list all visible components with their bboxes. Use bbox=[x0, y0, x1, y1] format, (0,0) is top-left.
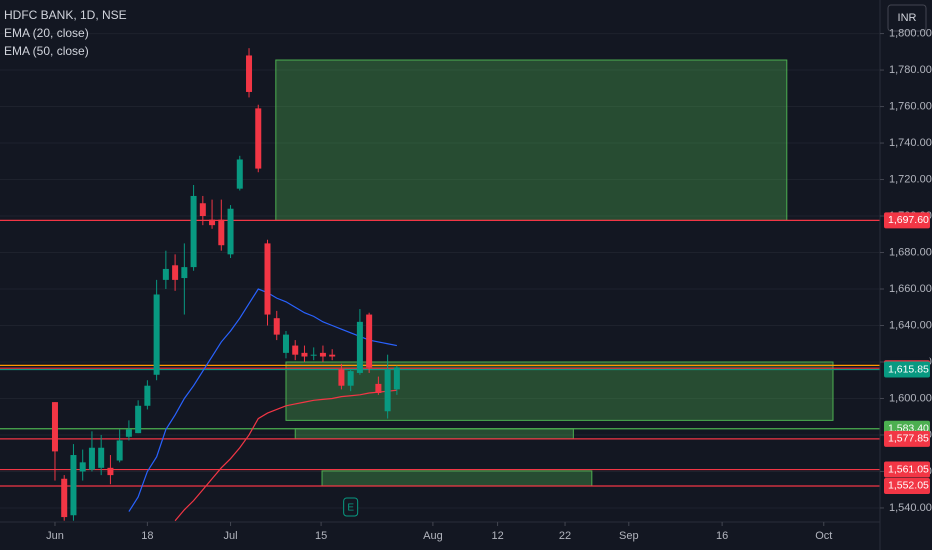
x-tick-label: 15 bbox=[315, 530, 327, 542]
x-tick-label: Jul bbox=[224, 530, 238, 542]
level-label-bg bbox=[884, 430, 930, 447]
event-marker bbox=[343, 497, 359, 517]
candle-body bbox=[246, 55, 253, 92]
y-tick-label: 1,640.00 bbox=[889, 319, 932, 331]
candle-body bbox=[107, 467, 114, 476]
x-tick-label: 12 bbox=[491, 530, 503, 542]
level-label: 1,552.05 bbox=[888, 480, 929, 492]
y-tick-label: 1,720.00 bbox=[889, 173, 932, 185]
candle-body bbox=[144, 385, 151, 406]
legend-entry: EMA (50, close) bbox=[4, 44, 89, 58]
candle-body bbox=[88, 447, 95, 470]
candle-body bbox=[153, 294, 160, 375]
candle-body bbox=[227, 208, 234, 255]
candle-body bbox=[116, 440, 123, 461]
candle-body bbox=[384, 369, 391, 412]
chart-title: HDFC BANK, 1D, NSE bbox=[4, 8, 127, 22]
zone bbox=[285, 361, 834, 421]
currency-button[interactable] bbox=[887, 4, 927, 32]
candle-body bbox=[190, 195, 197, 268]
y-tick-label: 1,800.00 bbox=[889, 27, 932, 39]
candle-body bbox=[218, 219, 225, 246]
level-label: 1,577.85 bbox=[888, 433, 929, 445]
level-label: 1,561.05 bbox=[888, 463, 929, 475]
candle-body bbox=[79, 462, 86, 472]
x-tick-label: Aug bbox=[423, 530, 443, 542]
x-tick-label: Jun bbox=[46, 530, 64, 542]
candle-body bbox=[347, 371, 354, 386]
candle-body bbox=[273, 318, 280, 335]
y-tick-label: 1,600.00 bbox=[889, 392, 932, 404]
candle-body bbox=[181, 267, 188, 279]
candle-body bbox=[329, 354, 336, 357]
candle-body bbox=[236, 159, 243, 189]
x-tick-label: 18 bbox=[141, 530, 153, 542]
candle-body bbox=[393, 367, 400, 390]
zone bbox=[294, 428, 574, 440]
level-label-bg bbox=[884, 212, 930, 229]
candle-body bbox=[356, 321, 363, 373]
candle-body bbox=[51, 402, 58, 452]
candle-body bbox=[292, 345, 299, 355]
x-tick-label: Oct bbox=[815, 530, 832, 542]
candle-body bbox=[61, 478, 68, 518]
candle-body bbox=[255, 108, 262, 169]
level-label-bg bbox=[884, 477, 930, 494]
legend-entry: EMA (20, close) bbox=[4, 26, 89, 40]
candle-body bbox=[301, 352, 308, 357]
level-label: 1,615.85 bbox=[888, 363, 929, 375]
level-label-bg bbox=[884, 461, 930, 478]
level-label-bg bbox=[884, 361, 930, 378]
candle-body bbox=[282, 334, 289, 353]
zone bbox=[321, 470, 593, 487]
candle-body bbox=[98, 447, 105, 468]
y-tick-label: 1,740.00 bbox=[889, 137, 932, 149]
plot-area: E bbox=[0, 33, 880, 522]
zone bbox=[275, 59, 788, 221]
y-tick-label: 1,780.00 bbox=[889, 64, 932, 76]
level-label: 1,697.60 bbox=[888, 214, 929, 226]
candle-body bbox=[338, 369, 345, 386]
candle-body bbox=[209, 219, 216, 226]
candle-body bbox=[310, 354, 317, 356]
candle-body bbox=[135, 405, 142, 434]
candle-body bbox=[366, 314, 373, 368]
y-tick-label: 1,540.00 bbox=[889, 502, 932, 514]
x-tick-label: Sep bbox=[619, 530, 639, 542]
event-marker-label: E bbox=[347, 503, 354, 514]
candle-body bbox=[375, 383, 382, 394]
ema-line bbox=[128, 288, 397, 512]
candle-body bbox=[125, 429, 132, 437]
candle-body bbox=[70, 455, 77, 516]
y-tick-label: 1,760.00 bbox=[889, 100, 932, 112]
x-tick-label: 22 bbox=[559, 530, 571, 542]
legend: HDFC BANK, 1D, NSE EMA (20, close) EMA (… bbox=[4, 8, 127, 58]
y-tick-label: 1,660.00 bbox=[889, 283, 932, 295]
candle-body bbox=[199, 203, 206, 217]
candle-body bbox=[264, 243, 271, 315]
currency-label: INR bbox=[898, 12, 917, 24]
candle-body bbox=[319, 352, 326, 357]
y-tick-label: 1,680.00 bbox=[889, 246, 932, 258]
ema-line bbox=[174, 389, 397, 522]
x-tick-label: 16 bbox=[716, 530, 728, 542]
candle-body bbox=[172, 265, 179, 280]
candle-body bbox=[162, 268, 169, 280]
